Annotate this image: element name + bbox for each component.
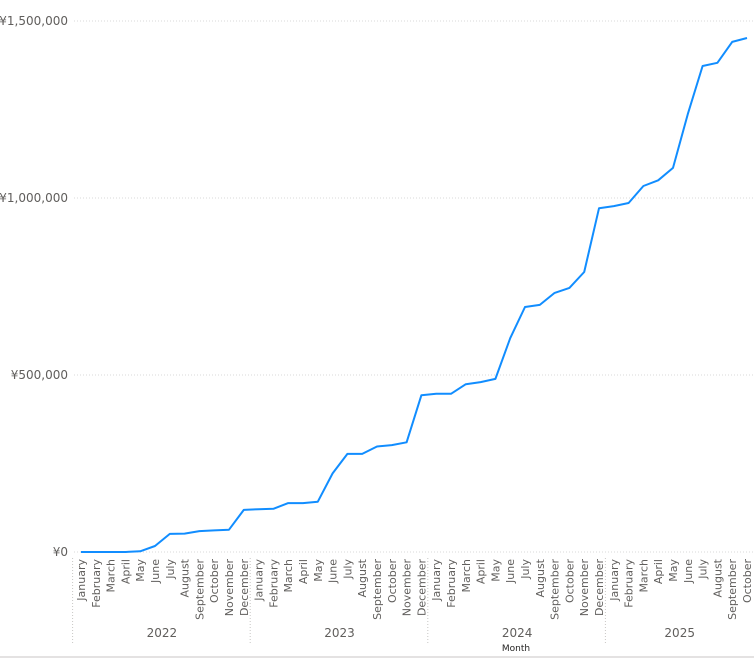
- x-tick-label: May: [312, 559, 325, 582]
- x-tick-label: January: [75, 559, 88, 602]
- x-tick-label: October: [208, 559, 221, 603]
- x-tick-label: February: [90, 559, 103, 608]
- x-tick-label: June: [504, 559, 517, 584]
- x-tick-label: January: [253, 559, 266, 602]
- year-label: 2024: [502, 626, 533, 640]
- x-tick-label: March: [105, 559, 118, 593]
- x-tick-label: September: [726, 559, 739, 620]
- x-axis-title: Month: [502, 644, 530, 654]
- year-label: 2023: [324, 626, 355, 640]
- x-tick-label: March: [282, 559, 295, 593]
- x-tick-label: March: [637, 559, 650, 593]
- x-tick-label: August: [711, 558, 724, 597]
- x-tick-label: April: [652, 559, 665, 584]
- x-tick-label: April: [475, 559, 488, 584]
- x-tick-label: December: [593, 559, 606, 617]
- x-tick-label: April: [297, 559, 310, 584]
- x-tick-label: February: [445, 559, 458, 608]
- x-tick-label: August: [179, 558, 192, 597]
- x-tick-label: May: [489, 559, 502, 582]
- x-tick-label: June: [327, 559, 340, 584]
- x-tick-label: September: [193, 559, 206, 620]
- line: [81, 37, 748, 553]
- x-tick-label: July: [697, 559, 710, 580]
- x-tick-label: February: [267, 559, 280, 608]
- x-tick-label: August: [356, 558, 369, 597]
- x-tick-label: December: [238, 559, 251, 617]
- x-tick-label: July: [164, 559, 177, 580]
- x-tick-label: July: [519, 559, 532, 580]
- y-tick-label: ¥500,000: [11, 368, 68, 382]
- x-tick-label: January: [608, 559, 621, 602]
- x-tick-label: March: [460, 559, 473, 593]
- x-tick-label: February: [623, 559, 636, 608]
- x-tick-label: September: [549, 559, 562, 620]
- x-tick-label: December: [415, 559, 428, 617]
- y-tick-label: ¥0: [53, 545, 68, 559]
- x-tick-label: October: [741, 559, 754, 603]
- x-tick-label: January: [430, 559, 443, 602]
- x-tick-label: November: [578, 559, 591, 617]
- x-tick-label: June: [682, 559, 695, 584]
- x-tick-label: May: [667, 559, 680, 582]
- x-tick-label: August: [534, 558, 547, 597]
- x-tick-label: June: [149, 559, 162, 584]
- x-tick-label: November: [223, 559, 236, 617]
- x-tick-label: November: [401, 559, 414, 617]
- x-tick-label: September: [371, 559, 384, 620]
- y-tick-label: ¥1,500,000: [0, 14, 68, 28]
- x-tick-label: April: [119, 559, 132, 584]
- x-tick-label: October: [563, 559, 576, 603]
- year-label: 2022: [147, 626, 178, 640]
- y-tick-label: ¥1,000,000: [0, 191, 68, 205]
- x-tick-label: July: [341, 559, 354, 580]
- year-label: 2025: [664, 626, 695, 640]
- x-tick-label: October: [386, 559, 399, 603]
- x-tick-label: May: [134, 559, 147, 582]
